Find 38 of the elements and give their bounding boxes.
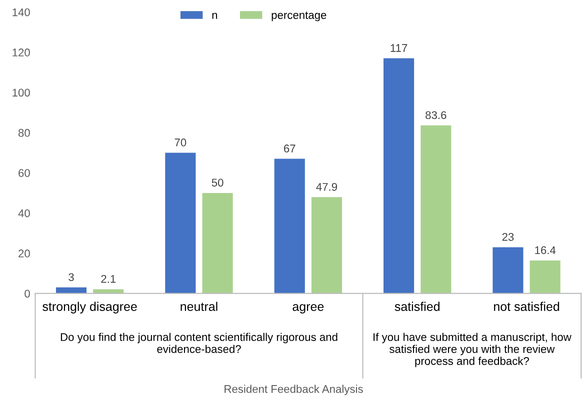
y-tick-label: 20 [18, 250, 30, 258]
legend-label: n [212, 12, 218, 19]
x-tick-label: not satisfied [494, 302, 560, 311]
bar [311, 197, 342, 294]
bar [202, 192, 233, 294]
data-label: 47.9 [316, 182, 338, 191]
x-tick-label: agree [292, 304, 324, 314]
y-tick-label: 120 [12, 48, 30, 56]
data-label: 16.4 [535, 246, 556, 254]
data-label: 117 [390, 44, 408, 52]
data-label: 83.6 [426, 111, 446, 120]
bar [420, 125, 452, 294]
y-tick-label: 0 [24, 290, 30, 298]
text: Resident Feedback Analysis [224, 384, 363, 396]
bar [274, 158, 305, 294]
text: If you have submitted a manuscript, how satisfied were you with the review process and feedback? [374, 332, 572, 368]
data-label: 23 [502, 233, 514, 241]
bar [384, 58, 414, 294]
y-tick-label: 60 [18, 169, 30, 177]
data-label: 2.1 [101, 275, 116, 283]
y-tick-label: 140 [12, 8, 30, 16]
y-tick-label: 80 [18, 128, 30, 137]
y-tick-label: 40 [18, 209, 30, 218]
data-label: 67 [284, 144, 296, 152]
y-tick-label: 100 [12, 88, 30, 97]
x-tick-label: satisfied [394, 302, 440, 311]
x-tick-label: neutral [180, 302, 218, 311]
x-tick-label: strongly disagree [42, 302, 137, 314]
legend-label: percentage [272, 12, 326, 22]
bar [93, 289, 124, 294]
text: Do you find the journal content scientifically rigorous and evidence-based? [60, 332, 338, 353]
bar [530, 260, 560, 294]
bar [56, 287, 87, 294]
bar [165, 152, 196, 294]
data-label: 70 [174, 138, 186, 146]
data-label: 3 [68, 273, 74, 282]
data-label: 50 [212, 178, 224, 187]
bar [492, 247, 524, 294]
